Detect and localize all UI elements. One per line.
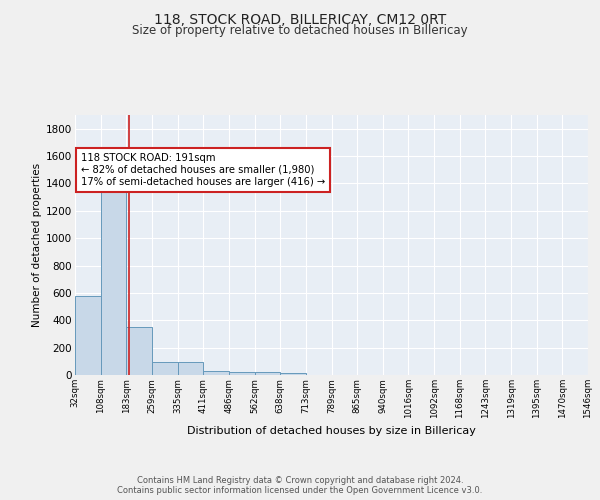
Bar xyxy=(101,190,126,375)
Bar xyxy=(203,371,229,375)
Bar xyxy=(75,296,101,375)
Text: Contains HM Land Registry data © Crown copyright and database right 2024.
Contai: Contains HM Land Registry data © Crown c… xyxy=(118,476,482,495)
X-axis label: Distribution of detached houses by size in Billericay: Distribution of detached houses by size … xyxy=(187,426,476,436)
Bar xyxy=(254,372,280,375)
Bar xyxy=(178,362,203,375)
Text: 118, STOCK ROAD, BILLERICAY, CM12 0RT: 118, STOCK ROAD, BILLERICAY, CM12 0RT xyxy=(154,12,446,26)
Y-axis label: Number of detached properties: Number of detached properties xyxy=(32,163,42,327)
Bar xyxy=(152,362,178,375)
Text: Size of property relative to detached houses in Billericay: Size of property relative to detached ho… xyxy=(132,24,468,37)
Bar xyxy=(229,372,254,375)
Bar xyxy=(126,327,152,375)
Bar xyxy=(280,373,306,375)
Text: 118 STOCK ROAD: 191sqm
← 82% of detached houses are smaller (1,980)
17% of semi-: 118 STOCK ROAD: 191sqm ← 82% of detached… xyxy=(81,154,325,186)
